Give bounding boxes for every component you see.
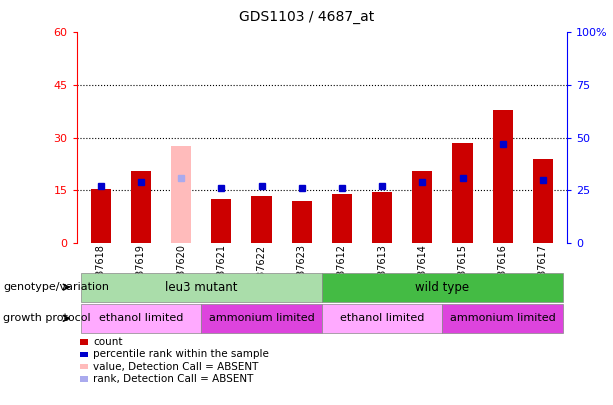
Text: leu3 mutant: leu3 mutant xyxy=(165,281,237,294)
Bar xyxy=(251,196,272,243)
Text: ammonium limited: ammonium limited xyxy=(450,313,555,323)
Bar xyxy=(413,171,432,243)
Bar xyxy=(211,199,231,243)
Bar xyxy=(452,143,473,243)
Bar xyxy=(332,194,352,243)
Bar xyxy=(292,201,312,243)
Text: GDS1103 / 4687_at: GDS1103 / 4687_at xyxy=(239,10,374,24)
Text: genotype/variation: genotype/variation xyxy=(3,282,109,292)
Text: wild type: wild type xyxy=(416,281,470,294)
Text: ammonium limited: ammonium limited xyxy=(208,313,314,323)
Bar xyxy=(171,147,191,243)
Bar xyxy=(493,110,512,243)
Bar xyxy=(91,189,111,243)
Text: percentile rank within the sample: percentile rank within the sample xyxy=(93,350,269,359)
Text: count: count xyxy=(93,337,123,347)
Bar xyxy=(533,159,553,243)
Text: growth protocol: growth protocol xyxy=(3,313,91,323)
Text: rank, Detection Call = ABSENT: rank, Detection Call = ABSENT xyxy=(93,374,254,384)
Text: value, Detection Call = ABSENT: value, Detection Call = ABSENT xyxy=(93,362,259,371)
Text: ethanol limited: ethanol limited xyxy=(99,313,183,323)
Bar xyxy=(372,192,392,243)
Bar xyxy=(131,171,151,243)
Text: ethanol limited: ethanol limited xyxy=(340,313,424,323)
